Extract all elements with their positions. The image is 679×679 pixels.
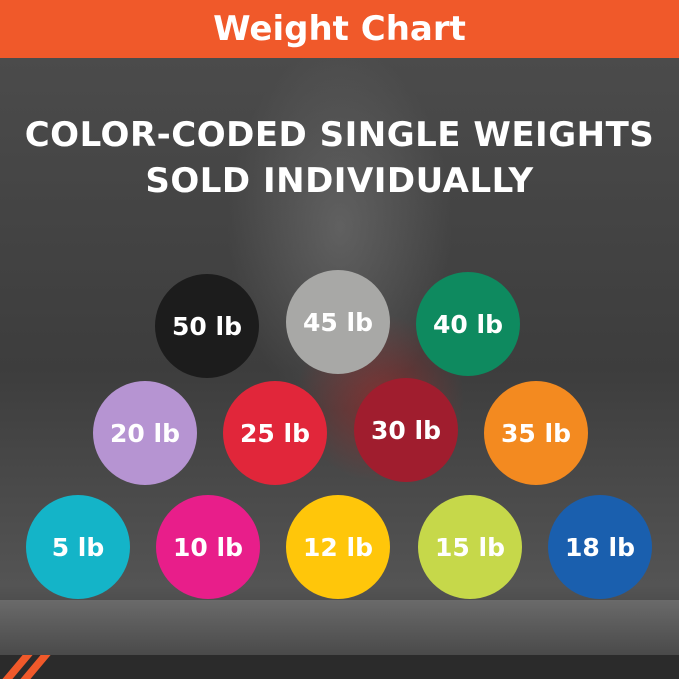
weight-label: 35 lb [501, 418, 571, 448]
weight-label: 18 lb [565, 532, 635, 562]
footer-strip [0, 655, 679, 679]
floor [0, 600, 679, 655]
weight-label: 5 lb [51, 532, 105, 562]
weight-label: 50 lb [172, 311, 242, 341]
page-title: Weight Chart [213, 9, 466, 49]
weight-badge: 40 lb [416, 272, 520, 376]
weight-badge: 35 lb [484, 381, 588, 485]
weight-label: 45 lb [303, 307, 373, 337]
weight-badge: 20 lb [93, 381, 197, 485]
weight-badge: 10 lb [156, 495, 260, 599]
weight-badge: 12 lb [286, 495, 390, 599]
weight-badge: 50 lb [155, 274, 259, 378]
weight-label: 40 lb [433, 309, 503, 339]
weight-badge: 5 lb [26, 495, 130, 599]
weight-badge: 18 lb [548, 495, 652, 599]
weight-label: 15 lb [435, 532, 505, 562]
weight-badge: 45 lb [286, 270, 390, 374]
header-bar: Weight Chart [0, 0, 679, 58]
headline-line-2: SOLD INDIVIDUALLY [145, 161, 534, 201]
weight-label: 12 lb [303, 532, 373, 562]
headline: COLOR-CODED SINGLE WEIGHTS SOLD INDIVIDU… [0, 112, 679, 204]
weight-label: 20 lb [110, 418, 180, 448]
weight-label: 10 lb [173, 532, 243, 562]
weight-label: 25 lb [240, 418, 310, 448]
weight-badge: 15 lb [418, 495, 522, 599]
headline-line-1: COLOR-CODED SINGLE WEIGHTS [24, 115, 655, 155]
weight-badge: 30 lb [354, 378, 458, 482]
weight-label: 30 lb [371, 415, 441, 445]
weight-badge: 25 lb [223, 381, 327, 485]
